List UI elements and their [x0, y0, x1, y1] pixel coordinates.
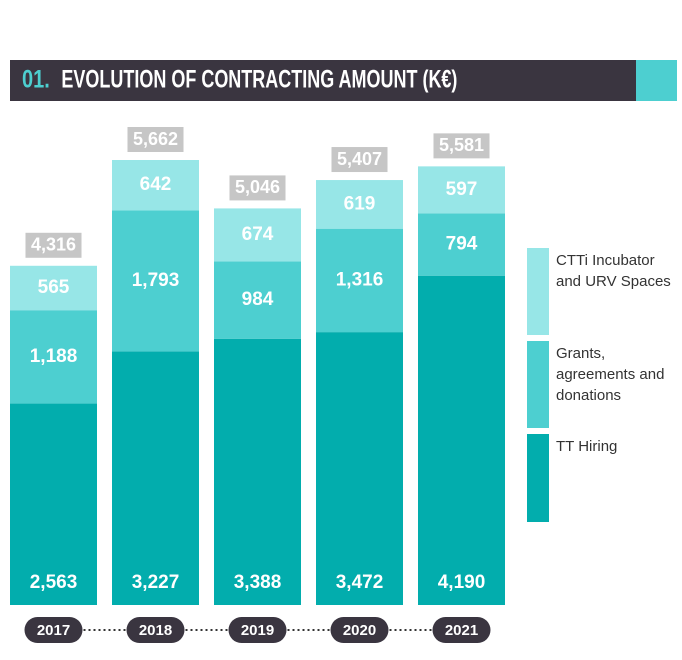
x-tick-label: 2018 — [139, 622, 172, 639]
data-label: 794 — [446, 234, 478, 255]
chart-title: EVOLUTION OF CONTRACTING AMOUNT (K€) — [61, 65, 457, 94]
bar-segment — [10, 265, 97, 311]
total-label: 5,046 — [235, 177, 280, 197]
total-box — [127, 127, 184, 152]
data-label: 984 — [242, 289, 274, 310]
x-tick-label: 2021 — [445, 622, 478, 639]
bar-segment — [112, 160, 199, 211]
x-tick-label: 2017 — [37, 622, 70, 639]
bar-segment — [418, 166, 505, 214]
title-accent — [636, 60, 677, 101]
data-label: 565 — [38, 277, 70, 298]
legend-label: Grants, agreements and donations — [556, 345, 665, 404]
data-label: 1,188 — [30, 346, 78, 367]
data-label: 642 — [140, 174, 172, 195]
bar-segment — [10, 310, 97, 404]
bar-segment — [112, 210, 199, 352]
bar-segment — [214, 338, 301, 605]
legend-swatch — [527, 248, 549, 335]
bar-segment — [316, 228, 403, 333]
total-box — [433, 133, 490, 159]
year-pill — [126, 617, 185, 643]
data-label: 597 — [446, 179, 478, 200]
bar-segment — [316, 332, 403, 605]
total-box — [229, 175, 286, 201]
data-label: 1,793 — [132, 270, 180, 291]
year-pill — [432, 617, 491, 643]
bar-segment — [316, 180, 403, 229]
data-label: 4,190 — [438, 572, 486, 593]
bar-segment — [10, 403, 97, 605]
total-label: 4,316 — [31, 235, 76, 255]
year-pill — [228, 617, 287, 643]
legend-swatch — [527, 341, 549, 428]
bar-segment — [214, 208, 301, 262]
title-bar — [10, 60, 636, 101]
data-label: 3,472 — [336, 572, 384, 593]
total-box — [331, 147, 388, 173]
data-label: 1,316 — [336, 269, 384, 290]
year-pill — [24, 617, 83, 643]
data-label: 674 — [242, 224, 274, 245]
x-tick-label: 2020 — [343, 622, 376, 639]
legend-swatch — [527, 434, 549, 522]
year-pill — [330, 617, 389, 643]
total-label: 5,581 — [439, 135, 484, 155]
bar-segment — [112, 351, 199, 605]
data-label: 3,227 — [132, 572, 180, 593]
bar-segment — [418, 213, 505, 276]
legend-label: CTTi Incubator and URV Spaces — [556, 252, 671, 290]
total-box — [25, 232, 82, 258]
total-label: 5,407 — [337, 149, 382, 169]
data-label: 619 — [344, 193, 376, 214]
data-label: 3,388 — [234, 572, 282, 593]
title-number: 01. — [22, 66, 50, 94]
legend-label: TT Hiring — [556, 438, 618, 455]
total-label: 5,662 — [133, 129, 178, 149]
data-label: 2,563 — [30, 572, 78, 593]
bar-segment — [214, 261, 301, 339]
x-tick-label: 2019 — [241, 622, 274, 639]
bar-segment — [418, 275, 505, 605]
